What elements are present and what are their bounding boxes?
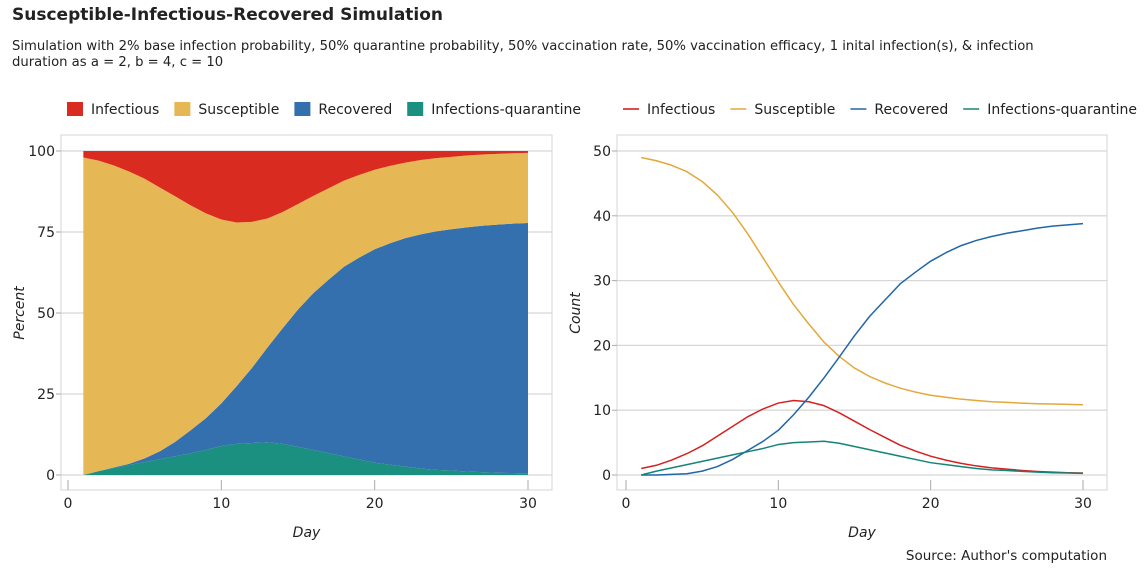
x-tick-label: 0 (64, 496, 73, 512)
y-axis-label: Percent (12, 286, 28, 340)
x-tick-label: 20 (366, 496, 384, 512)
y-tick-label: 0 (46, 468, 55, 484)
line-infections-quarantine (641, 440, 1084, 476)
legend-label: Infectious (647, 102, 715, 118)
legend-item: Recovered (294, 102, 392, 118)
x-tick-label: 30 (1074, 496, 1092, 512)
y-axis-label: Count (568, 292, 584, 334)
legend-item: Recovered (850, 102, 948, 118)
y-tick-label: 100 (28, 144, 55, 160)
area-susceptible (83, 152, 528, 475)
x-tick-label: 0 (622, 496, 631, 512)
x-axis-label: Day (848, 525, 876, 541)
y-tick-label: 40 (593, 209, 611, 225)
line-infectious (641, 399, 1084, 474)
legend-label: Infectious (91, 102, 159, 118)
y-tick-label: 10 (593, 403, 611, 419)
chart-subtitle: Simulation with 2% base infection probab… (12, 39, 1034, 70)
legend-item: Susceptible (174, 102, 279, 118)
y-tick-label: 30 (593, 274, 611, 290)
legend-item: Infections-quarantine (407, 102, 581, 118)
x-axis-label: Day (293, 525, 321, 541)
line-susceptible (641, 156, 1084, 406)
y-tick-label: 25 (37, 387, 55, 403)
x-tick-label: 20 (922, 496, 940, 512)
legend-label: Susceptible (198, 102, 279, 118)
legend-item: Infectious (623, 102, 715, 118)
area-infectious (83, 151, 528, 223)
x-tick-label: 10 (212, 496, 230, 512)
area-infections-quarantine (83, 442, 528, 475)
legend-label: Susceptible (754, 102, 835, 118)
chart-title: Susceptible-Infectious-Recovered Simulat… (12, 5, 444, 25)
y-tick-label: 50 (37, 306, 55, 322)
legend-swatch (407, 102, 424, 116)
legend-item: Susceptible (730, 102, 835, 118)
area-recovered (83, 222, 528, 475)
legend-label: Recovered (318, 102, 392, 118)
legend-label: Recovered (874, 102, 948, 118)
legend-label: Infections-quarantine (987, 102, 1137, 118)
legend-swatch (294, 102, 311, 116)
legend-swatch (174, 102, 191, 116)
chart-panel-count: 0 10 20 30 40 50 0 10 20 30 Day Count Infectious Susc… (568, 102, 1137, 541)
x-tick-label: 10 (769, 496, 787, 512)
line-recovered (641, 222, 1084, 476)
legend-swatch (67, 102, 83, 116)
y-tick-label: 20 (593, 338, 611, 354)
source-note: Source: Author's computation (905, 548, 1107, 564)
chart-panel-percent: 0 25 50 75 100 0 10 20 30 Day Percent Infectious Sus… (12, 102, 581, 541)
y-tick-label: 50 (593, 144, 611, 160)
legend-item: Infections-quarantine (963, 102, 1137, 118)
plot-frame (616, 134, 1108, 491)
legend-label: Infections-quarantine (431, 102, 581, 118)
y-tick-label: 75 (37, 225, 55, 241)
legend-item: Infectious (67, 102, 159, 118)
x-tick-label: 30 (519, 496, 537, 512)
y-tick-label: 0 (602, 468, 611, 484)
